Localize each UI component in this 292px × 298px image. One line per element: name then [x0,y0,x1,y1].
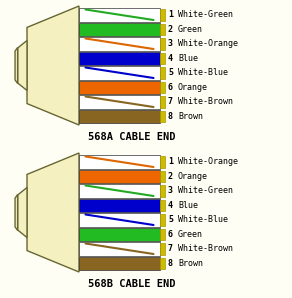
Bar [160,257,165,269]
Text: 7: 7 [168,244,173,253]
Bar [79,155,160,168]
Bar [79,198,160,212]
Text: 2: 2 [168,172,173,181]
Text: 5: 5 [168,68,173,77]
Bar [79,37,160,50]
Bar [160,156,165,167]
Bar [79,23,160,36]
Polygon shape [18,187,27,238]
Bar [79,184,160,198]
Text: White-Brown: White-Brown [178,97,233,106]
Text: 568B CABLE END: 568B CABLE END [88,279,175,289]
Text: Green: Green [178,25,203,34]
Bar [160,214,165,226]
Text: 3: 3 [168,39,173,48]
Text: Brown: Brown [178,112,203,121]
Bar [79,213,160,226]
Polygon shape [18,41,27,91]
Text: 1: 1 [168,10,173,19]
Text: White-Orange: White-Orange [178,157,238,166]
Polygon shape [15,47,18,83]
Text: White-Blue: White-Blue [178,68,228,77]
Bar [79,52,160,65]
Text: Orange: Orange [178,172,208,181]
Text: 8: 8 [168,112,173,121]
Text: 2: 2 [168,25,173,34]
Text: 568A CABLE END: 568A CABLE END [88,132,175,142]
Bar [79,109,160,123]
Text: Blue: Blue [178,201,198,210]
Bar [79,80,160,94]
Polygon shape [15,195,18,230]
Text: White-Green: White-Green [178,10,233,19]
Bar [160,199,165,211]
Bar [79,227,160,241]
Text: 3: 3 [168,186,173,195]
Polygon shape [27,153,79,272]
Text: Green: Green [178,230,203,239]
Text: Orange: Orange [178,83,208,92]
Bar [160,9,165,21]
Bar [79,8,160,21]
Bar [160,96,165,108]
Text: 1: 1 [168,157,173,166]
Bar [79,66,160,80]
Bar [160,229,165,240]
Bar [160,170,165,182]
Bar [160,38,165,49]
Bar [160,185,165,196]
Text: 4: 4 [168,54,173,63]
Text: White-Green: White-Green [178,186,233,195]
Bar [160,67,165,78]
Text: Blue: Blue [178,54,198,63]
Bar [160,243,165,254]
Bar [160,24,165,35]
Bar [160,81,165,93]
Bar [160,111,165,122]
Text: White-Brown: White-Brown [178,244,233,253]
Bar [79,95,160,108]
Text: Brown: Brown [178,259,203,268]
Text: 7: 7 [168,97,173,106]
Text: 5: 5 [168,215,173,224]
Text: 6: 6 [168,83,173,92]
Polygon shape [27,6,79,125]
Text: White-Orange: White-Orange [178,39,238,48]
Bar [79,257,160,270]
Bar [79,242,160,255]
Bar [79,170,160,183]
Text: 4: 4 [168,201,173,210]
Bar [160,52,165,64]
Text: 6: 6 [168,230,173,239]
Text: 8: 8 [168,259,173,268]
Text: White-Blue: White-Blue [178,215,228,224]
